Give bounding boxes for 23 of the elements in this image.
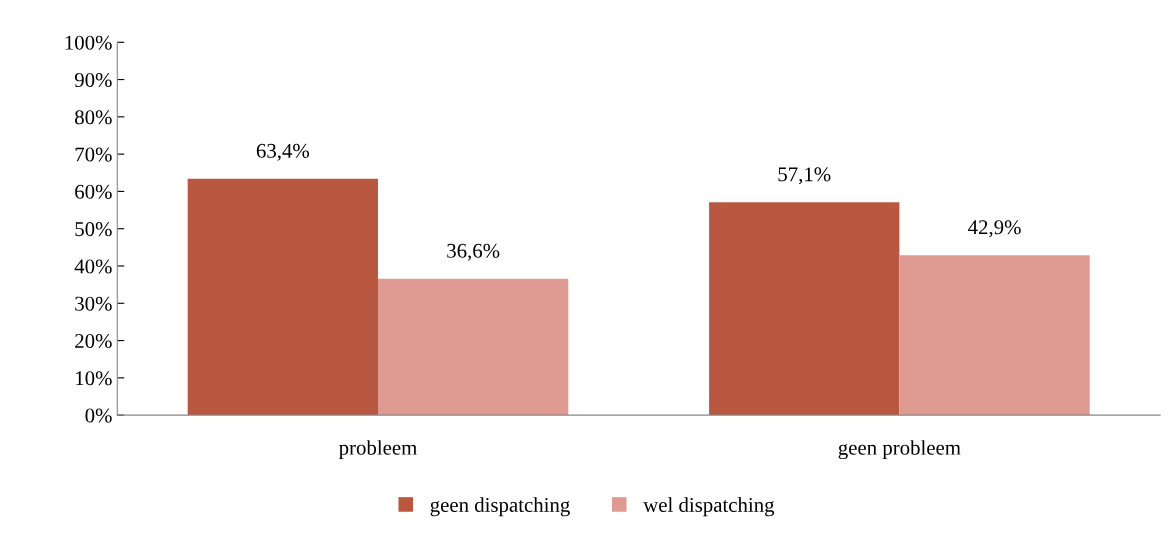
data-label: 57,1% [778,167,831,185]
x-tick-label: probleem [339,440,418,460]
y-tick-label: 80% [75,110,112,125]
y-tick-label: 0% [85,408,112,423]
legend-label: geen dispatching [430,497,570,517]
data-label: 42,9% [968,220,1021,238]
y-tick-label: 10% [76,371,112,386]
y-tick-label: 100% [65,35,112,50]
y-tick-label: 30% [75,296,112,311]
y-tick-label: 60% [75,184,112,199]
data-label: 36,6% [447,243,500,261]
bar [709,202,900,416]
y-tick-label: 70% [75,147,112,162]
y-tick-label: 50% [75,222,112,237]
legend-label: wel dispatching [643,497,775,517]
data-label: 63,4% [256,143,310,161]
x-tick-label: geen probleem [838,440,961,460]
y-tick-label: 20% [75,333,112,349]
bar [899,255,1090,416]
bar [378,278,569,416]
bar [187,178,378,416]
y-tick-label: 90% [74,72,112,88]
y-tick-label: 40% [74,259,112,274]
